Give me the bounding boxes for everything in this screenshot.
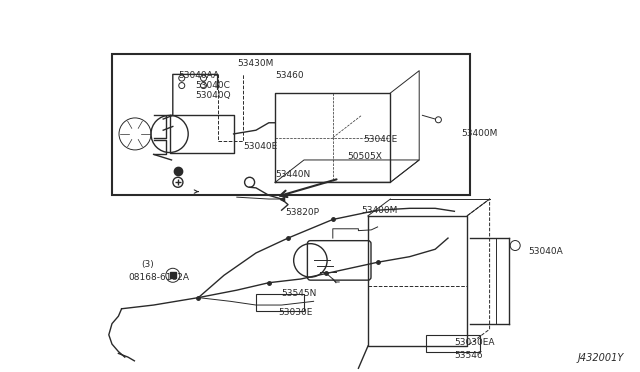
Bar: [256, 294, 304, 311]
Text: 53040Q: 53040Q: [195, 92, 231, 100]
Text: 50505X: 50505X: [348, 153, 382, 161]
Text: 53040A: 53040A: [528, 247, 563, 256]
Text: 53040C: 53040C: [195, 81, 230, 90]
Text: 53400M: 53400M: [362, 206, 398, 215]
Text: 53030EA: 53030EA: [454, 338, 495, 347]
Text: 53820P: 53820P: [285, 208, 319, 217]
Text: 53040E: 53040E: [364, 135, 398, 144]
Text: 53040AA: 53040AA: [178, 71, 219, 80]
Bar: [112, 54, 470, 195]
Text: 53460: 53460: [275, 71, 304, 80]
Text: 53030E: 53030E: [278, 308, 313, 317]
Text: J432001Y: J432001Y: [578, 353, 624, 363]
Text: (3): (3): [141, 260, 154, 269]
Bar: [426, 335, 480, 352]
Text: 53440N: 53440N: [275, 170, 310, 179]
Text: 53040E: 53040E: [243, 142, 278, 151]
Text: 08168-6162A: 08168-6162A: [128, 273, 189, 282]
Text: 53400M: 53400M: [461, 129, 497, 138]
Text: 53430M: 53430M: [237, 60, 273, 68]
Text: 53545N: 53545N: [282, 289, 317, 298]
Text: 53546: 53546: [454, 351, 483, 360]
